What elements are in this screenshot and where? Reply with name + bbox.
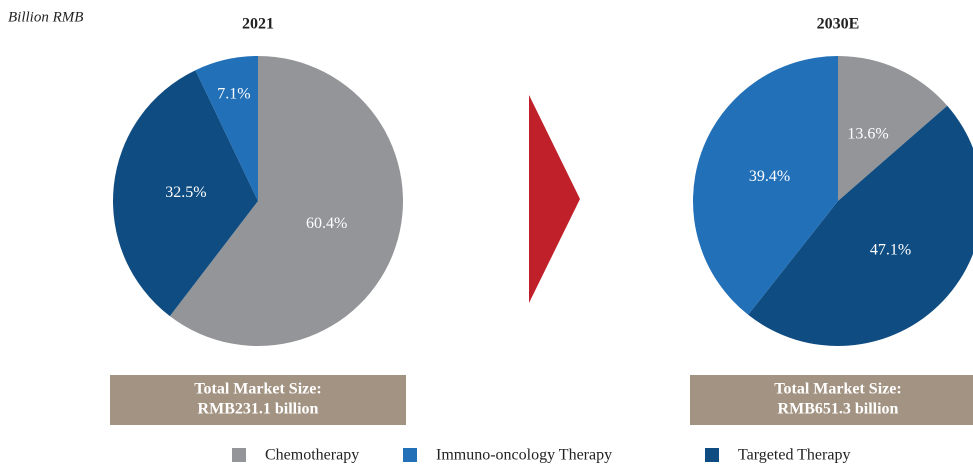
slice-label: 7.1% <box>217 86 250 103</box>
pie-slice <box>748 105 973 346</box>
slice-label: 32.5% <box>165 184 206 201</box>
legend-swatch <box>403 448 417 462</box>
pie-slice <box>838 56 948 201</box>
total-box <box>690 375 973 425</box>
legend-label: Targeted Therapy <box>738 447 850 464</box>
pie-title: 2030E <box>817 16 860 33</box>
legend-label: Immuno-oncology Therapy <box>436 447 612 464</box>
slice-label: 13.6% <box>847 126 888 143</box>
pie-slice <box>692 56 838 315</box>
total-text: Total Market Size: <box>774 381 901 398</box>
total-text: RMB231.1 billion <box>198 401 319 418</box>
unit-label: Billion RMB <box>8 9 83 25</box>
slice-label: 60.4% <box>306 215 347 232</box>
total-text: Total Market Size: <box>194 381 321 398</box>
legend-swatch <box>232 448 246 462</box>
pie-slice <box>112 70 259 317</box>
pie-title: 2021 <box>242 16 274 33</box>
slice-label: 39.4% <box>749 168 790 185</box>
pie-slice <box>195 56 258 201</box>
total-box <box>110 375 406 425</box>
total-text: RMB651.3 billion <box>778 401 899 418</box>
slice-label: 47.1% <box>870 242 911 259</box>
legend-label: Chemotherapy <box>265 447 359 464</box>
arrow <box>529 95 580 303</box>
legend-swatch <box>705 448 719 462</box>
pie-slice <box>169 56 403 346</box>
